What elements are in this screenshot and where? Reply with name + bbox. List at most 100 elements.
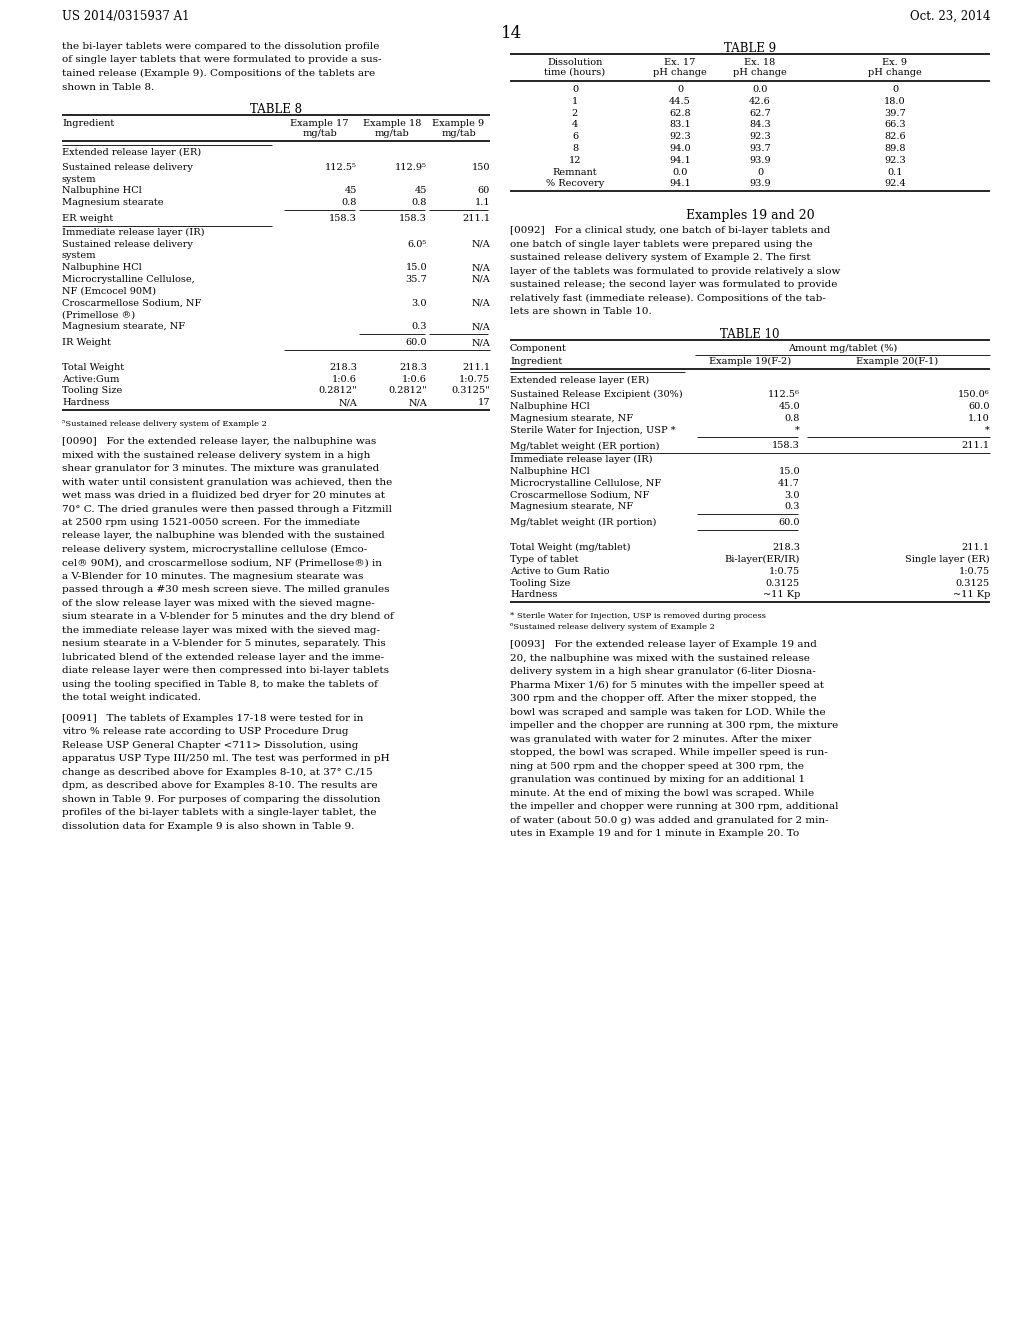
- Text: profiles of the bi-layer tablets with a single-layer tablet, the: profiles of the bi-layer tablets with a …: [62, 808, 377, 817]
- Text: 60.0: 60.0: [406, 338, 427, 347]
- Text: Mg/tablet weight (ER portion): Mg/tablet weight (ER portion): [510, 441, 659, 450]
- Text: utes in Example 19 and for 1 minute in Example 20. To: utes in Example 19 and for 1 minute in E…: [510, 829, 800, 838]
- Text: system: system: [62, 174, 96, 183]
- Text: 158.3: 158.3: [329, 214, 357, 223]
- Text: ~11 Kp: ~11 Kp: [763, 590, 800, 599]
- Text: wet mass was dried in a fluidized bed dryer for 20 minutes at: wet mass was dried in a fluidized bed dr…: [62, 491, 385, 500]
- Text: 0.8: 0.8: [412, 198, 427, 207]
- Text: Remnant: Remnant: [553, 168, 597, 177]
- Text: the bi-layer tablets were compared to the dissolution profile: the bi-layer tablets were compared to th…: [62, 42, 379, 51]
- Text: Ex. 9: Ex. 9: [883, 58, 907, 67]
- Text: the total weight indicated.: the total weight indicated.: [62, 693, 201, 702]
- Text: 14: 14: [502, 25, 522, 42]
- Text: TABLE 9: TABLE 9: [724, 42, 776, 55]
- Text: Active to Gum Ratio: Active to Gum Ratio: [510, 566, 609, 576]
- Text: 1:0.75: 1:0.75: [459, 375, 490, 384]
- Text: sustained release delivery system of Example 2. The first: sustained release delivery system of Exa…: [510, 253, 811, 263]
- Text: nesium stearate in a V-blender for 5 minutes, separately. This: nesium stearate in a V-blender for 5 min…: [62, 639, 386, 648]
- Text: 45: 45: [415, 186, 427, 195]
- Text: 93.7: 93.7: [750, 144, 771, 153]
- Text: 44.5: 44.5: [669, 96, 691, 106]
- Text: system: system: [62, 251, 96, 260]
- Text: minute. At the end of mixing the bowl was scraped. While: minute. At the end of mixing the bowl wa…: [510, 788, 814, 797]
- Text: [0090]   For the extended release layer, the nalbuphine was: [0090] For the extended release layer, t…: [62, 437, 376, 446]
- Text: 92.3: 92.3: [669, 132, 691, 141]
- Text: ER weight: ER weight: [62, 214, 114, 223]
- Text: % Recovery: % Recovery: [546, 180, 604, 189]
- Text: 0.0: 0.0: [753, 84, 768, 94]
- Text: Ingredient: Ingredient: [510, 356, 562, 366]
- Text: 15.0: 15.0: [778, 467, 800, 477]
- Text: Ex. 17: Ex. 17: [665, 58, 695, 67]
- Text: was granulated with water for 2 minutes. After the mixer: was granulated with water for 2 minutes.…: [510, 735, 811, 743]
- Text: Sustained Release Excipient (30%): Sustained Release Excipient (30%): [510, 391, 683, 400]
- Text: 112.9⁵: 112.9⁵: [395, 162, 427, 172]
- Text: 92.4: 92.4: [884, 180, 906, 189]
- Text: N/A: N/A: [409, 399, 427, 407]
- Text: IR Weight: IR Weight: [62, 338, 111, 347]
- Text: 150.0⁶: 150.0⁶: [958, 391, 990, 399]
- Text: ning at 500 rpm and the chopper speed at 300 rpm, the: ning at 500 rpm and the chopper speed at…: [510, 762, 804, 771]
- Text: 1:0.6: 1:0.6: [402, 375, 427, 384]
- Text: Nalbuphine HCl: Nalbuphine HCl: [62, 263, 141, 272]
- Text: shown in Table 9. For purposes of comparing the dissolution: shown in Table 9. For purposes of compar…: [62, 795, 381, 804]
- Text: of single layer tablets that were formulated to provide a sus-: of single layer tablets that were formul…: [62, 55, 382, 65]
- Text: granulation was continued by mixing for an additional 1: granulation was continued by mixing for …: [510, 775, 805, 784]
- Text: 6.0⁵: 6.0⁵: [408, 240, 427, 248]
- Text: N/A: N/A: [471, 240, 490, 248]
- Text: Total Weight (mg/tablet): Total Weight (mg/tablet): [510, 543, 631, 552]
- Text: Component: Component: [510, 343, 567, 352]
- Text: tained release (Example 9). Compositions of the tablets are: tained release (Example 9). Compositions…: [62, 69, 375, 78]
- Text: 2: 2: [571, 108, 579, 117]
- Text: Pharma Mixer 1/6) for 5 minutes with the impeller speed at: Pharma Mixer 1/6) for 5 minutes with the…: [510, 681, 824, 690]
- Text: 0: 0: [677, 84, 683, 94]
- Text: Amount mg/tablet (%): Amount mg/tablet (%): [787, 343, 897, 352]
- Text: Magnesium stearate, NF: Magnesium stearate, NF: [510, 503, 633, 511]
- Text: Immediate release layer (IR): Immediate release layer (IR): [62, 228, 205, 236]
- Text: 0.0: 0.0: [673, 168, 688, 177]
- Text: [0091]   The tablets of Examples 17-18 were tested for in: [0091] The tablets of Examples 17-18 wer…: [62, 714, 364, 723]
- Text: a V-Blender for 10 minutes. The magnesium stearate was: a V-Blender for 10 minutes. The magnesiu…: [62, 572, 364, 581]
- Text: 93.9: 93.9: [750, 156, 771, 165]
- Text: ~11 Kp: ~11 Kp: [952, 590, 990, 599]
- Text: 70° C. The dried granules were then passed through a Fitzmill: 70° C. The dried granules were then pass…: [62, 504, 392, 513]
- Text: N/A: N/A: [471, 298, 490, 308]
- Text: 41.7: 41.7: [778, 479, 800, 488]
- Text: 18.0: 18.0: [884, 96, 906, 106]
- Text: 17: 17: [477, 399, 490, 407]
- Text: Sustained release delivery: Sustained release delivery: [62, 162, 193, 172]
- Text: N/A: N/A: [471, 322, 490, 331]
- Text: 0.1: 0.1: [887, 168, 903, 177]
- Text: 62.8: 62.8: [670, 108, 691, 117]
- Text: the impeller and chopper were running at 300 rpm, additional: the impeller and chopper were running at…: [510, 803, 839, 810]
- Text: 0.2812": 0.2812": [318, 387, 357, 396]
- Text: * Sterile Water for Injection, USP is removed during process: * Sterile Water for Injection, USP is re…: [510, 612, 766, 620]
- Text: 89.8: 89.8: [885, 144, 906, 153]
- Text: using the tooling specified in Table 8, to make the tablets of: using the tooling specified in Table 8, …: [62, 680, 378, 689]
- Text: 300 rpm and the chopper off. After the mixer stopped, the: 300 rpm and the chopper off. After the m…: [510, 694, 816, 704]
- Text: 82.6: 82.6: [884, 132, 906, 141]
- Text: 42.6: 42.6: [750, 96, 771, 106]
- Text: with water until consistent granulation was achieved, then the: with water until consistent granulation …: [62, 478, 392, 487]
- Text: ⁵Sustained release delivery system of Example 2: ⁵Sustained release delivery system of Ex…: [62, 420, 267, 428]
- Text: shear granulator for 3 minutes. The mixture was granulated: shear granulator for 3 minutes. The mixt…: [62, 465, 379, 473]
- Text: shown in Table 8.: shown in Table 8.: [62, 82, 155, 91]
- Text: Example 18: Example 18: [362, 119, 421, 128]
- Text: of the slow release layer was mixed with the sieved magne-: of the slow release layer was mixed with…: [62, 599, 375, 609]
- Text: delivery system in a high shear granulator (6-liter Diosna-: delivery system in a high shear granulat…: [510, 667, 816, 676]
- Text: stopped, the bowl was scraped. While impeller speed is run-: stopped, the bowl was scraped. While imp…: [510, 748, 827, 758]
- Text: 35.7: 35.7: [406, 275, 427, 284]
- Text: 1:0.6: 1:0.6: [332, 375, 357, 384]
- Text: pH change: pH change: [868, 69, 922, 77]
- Text: lubricated blend of the extended release layer and the imme-: lubricated blend of the extended release…: [62, 653, 384, 663]
- Text: Dissolution: Dissolution: [547, 58, 603, 67]
- Text: 3.0: 3.0: [784, 491, 800, 500]
- Text: 83.1: 83.1: [669, 120, 691, 129]
- Text: N/A: N/A: [471, 338, 490, 347]
- Text: 20, the nalbuphine was mixed with the sustained release: 20, the nalbuphine was mixed with the su…: [510, 653, 810, 663]
- Text: pH change: pH change: [733, 69, 786, 77]
- Text: diate release layer were then compressed into bi-layer tablets: diate release layer were then compressed…: [62, 667, 389, 676]
- Text: 66.3: 66.3: [884, 120, 906, 129]
- Text: Examples 19 and 20: Examples 19 and 20: [686, 209, 814, 222]
- Text: bowl was scraped and sample was taken for LOD. While the: bowl was scraped and sample was taken fo…: [510, 708, 825, 717]
